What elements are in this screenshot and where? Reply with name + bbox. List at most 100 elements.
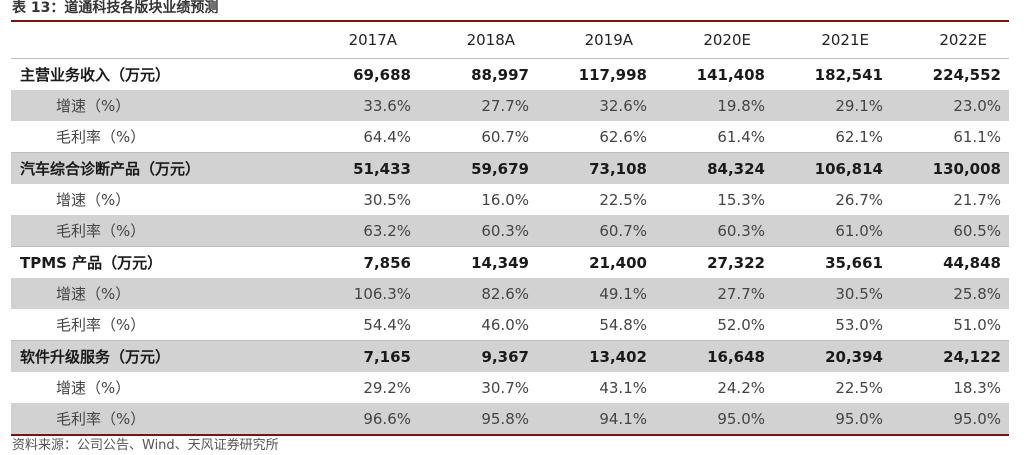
value-cell: 22.5% — [599, 190, 647, 209]
metric-row: 增速（%） 29.2% 30.7% 43.1% 24.2% 22.5% 18.3% — [11, 372, 1009, 403]
value-cell: 51,433 — [301, 152, 419, 184]
value-cell: 73,108 — [537, 152, 655, 184]
value-cell: 29.2% — [363, 378, 411, 397]
metric-row: 增速（%） 33.6% 27.7% 32.6% 19.8% 29.1% 23.0% — [11, 90, 1009, 121]
value-cell: 14,349 — [419, 246, 537, 278]
metric-row: 毛利率（%） 54.4% 46.0% 54.8% 52.0% 53.0% 51.0% — [11, 309, 1009, 341]
value-cell: 61.0% — [773, 215, 891, 247]
value-cell: 35,661 — [773, 246, 891, 278]
header-year-cell: 2018A — [466, 31, 515, 49]
value-cell: 224,552 — [891, 58, 1009, 90]
value-cell: 60.5% — [891, 215, 1009, 247]
value-cell: 84,324 — [655, 152, 773, 184]
value-cell: 95.0% — [655, 403, 773, 434]
value-cell: 20,394 — [773, 340, 891, 372]
value-cell: 95.0% — [773, 403, 891, 434]
value-cell: 21.7% — [953, 190, 1001, 209]
value-cell: 141,408 — [655, 58, 773, 90]
value-cell: 60.7% — [537, 215, 655, 247]
metric-row: 毛利率（%） 96.6% 95.8% 94.1% 95.0% 95.0% 95.0% — [11, 403, 1009, 434]
forecast-table-container: 2017A 2018A 2019A 2020E 2021E 2022E 主营业务收入（万元… — [11, 20, 1009, 436]
row-label: 增速（%） — [11, 278, 301, 309]
table-body: 主营业务收入（万元） 69,688 88,997 117,998 141,408 182,… — [11, 58, 1009, 434]
value-cell: 24,122 — [891, 340, 1009, 372]
value-cell: 62.1% — [835, 127, 883, 146]
value-cell: 95.0% — [891, 403, 1009, 434]
value-cell: 46.0% — [481, 315, 529, 334]
header-year-cell: 2017A — [348, 31, 397, 49]
segment-row: TPMS 产品（万元） 7,856 14,349 21,400 27,322 35,661… — [11, 246, 1009, 278]
value-cell: 82.6% — [419, 278, 537, 309]
metric-row: 毛利率（%） 63.2% 60.3% 60.7% 60.3% 61.0% 60.5% — [11, 215, 1009, 247]
value-cell: 24.2% — [717, 378, 765, 397]
row-label: 增速（%） — [11, 90, 301, 121]
value-cell: 18.3% — [953, 378, 1001, 397]
value-cell: 53.0% — [835, 315, 883, 334]
header-label-cell — [11, 22, 301, 59]
source-note: 资料来源：公司公告、Wind、天风证券研究所 — [12, 438, 279, 453]
value-cell: 27.7% — [655, 278, 773, 309]
value-cell: 106.3% — [301, 278, 419, 309]
header-year-cell: 2021E — [821, 31, 869, 49]
value-cell: 30.7% — [481, 378, 529, 397]
row-label: 主营业务收入（万元） — [11, 58, 301, 90]
metric-row: 增速（%） 30.5% 16.0% 22.5% 15.3% 26.7% 21.7% — [11, 184, 1009, 215]
value-cell: 51.0% — [953, 315, 1001, 334]
metric-row: 毛利率（%） 64.4% 60.7% 62.6% 61.4% 62.1% 61.1% — [11, 121, 1009, 153]
row-label: 毛利率（%） — [56, 316, 146, 334]
table-bottom-rule — [11, 434, 1009, 436]
value-cell: 182,541 — [773, 58, 891, 90]
value-cell: 88,997 — [419, 58, 537, 90]
row-label: 毛利率（%） — [11, 215, 301, 247]
row-label: TPMS 产品（万元） — [11, 246, 301, 278]
value-cell: 15.3% — [717, 190, 765, 209]
value-cell: 63.2% — [301, 215, 419, 247]
table-caption: 表 13：道通科技各版块业绩预测 — [12, 0, 219, 16]
value-cell: 30.5% — [363, 190, 411, 209]
value-cell: 7,856 — [301, 246, 419, 278]
row-label: 软件升级服务（万元） — [11, 340, 301, 372]
row-label: 增速（%） — [56, 379, 131, 397]
value-cell: 7,165 — [301, 340, 419, 372]
value-cell: 95.8% — [419, 403, 537, 434]
value-cell: 52.0% — [717, 315, 765, 334]
value-cell: 32.6% — [537, 90, 655, 121]
value-cell: 19.8% — [655, 90, 773, 121]
header-year-cell: 2020E — [703, 31, 751, 49]
value-cell: 94.1% — [537, 403, 655, 434]
value-cell: 117,998 — [537, 58, 655, 90]
table-top-rule — [11, 20, 1009, 22]
value-cell: 54.4% — [363, 315, 411, 334]
header-year-cell: 2019A — [584, 31, 633, 49]
value-cell: 60.3% — [419, 215, 537, 247]
value-cell: 44,848 — [891, 246, 1009, 278]
value-cell: 96.6% — [301, 403, 419, 434]
value-cell: 49.1% — [537, 278, 655, 309]
row-label: 毛利率（%） — [56, 128, 146, 146]
value-cell: 130,008 — [891, 152, 1009, 184]
value-cell: 13,402 — [537, 340, 655, 372]
value-cell: 25.8% — [891, 278, 1009, 309]
value-cell: 60.7% — [481, 127, 529, 146]
forecast-table: 2017A 2018A 2019A 2020E 2021E 2022E 主营业务收入（万元… — [11, 22, 1009, 434]
value-cell: 60.3% — [655, 215, 773, 247]
value-cell: 61.4% — [717, 127, 765, 146]
header-year-cell: 2022E — [939, 31, 987, 49]
value-cell: 22.5% — [835, 378, 883, 397]
value-cell: 21,400 — [537, 246, 655, 278]
value-cell: 61.1% — [953, 127, 1001, 146]
value-cell: 26.7% — [835, 190, 883, 209]
table-header-row: 2017A 2018A 2019A 2020E 2021E 2022E — [11, 22, 1009, 59]
row-label: 汽车综合诊断产品（万元） — [11, 152, 301, 184]
segment-row: 主营业务收入（万元） 69,688 88,997 117,998 141,408 182,… — [11, 58, 1009, 90]
metric-row: 增速（%） 106.3% 82.6% 49.1% 27.7% 30.5% 25.8% — [11, 278, 1009, 309]
value-cell: 27,322 — [655, 246, 773, 278]
value-cell: 16,648 — [655, 340, 773, 372]
value-cell: 62.6% — [599, 127, 647, 146]
segment-row: 软件升级服务（万元） 7,165 9,367 13,402 16,648 20,394 24… — [11, 340, 1009, 372]
segment-row: 汽车综合诊断产品（万元） 51,433 59,679 73,108 84,324 106,… — [11, 152, 1009, 184]
value-cell: 54.8% — [599, 315, 647, 334]
value-cell: 27.7% — [419, 90, 537, 121]
value-cell: 9,367 — [419, 340, 537, 372]
value-cell: 16.0% — [481, 190, 529, 209]
